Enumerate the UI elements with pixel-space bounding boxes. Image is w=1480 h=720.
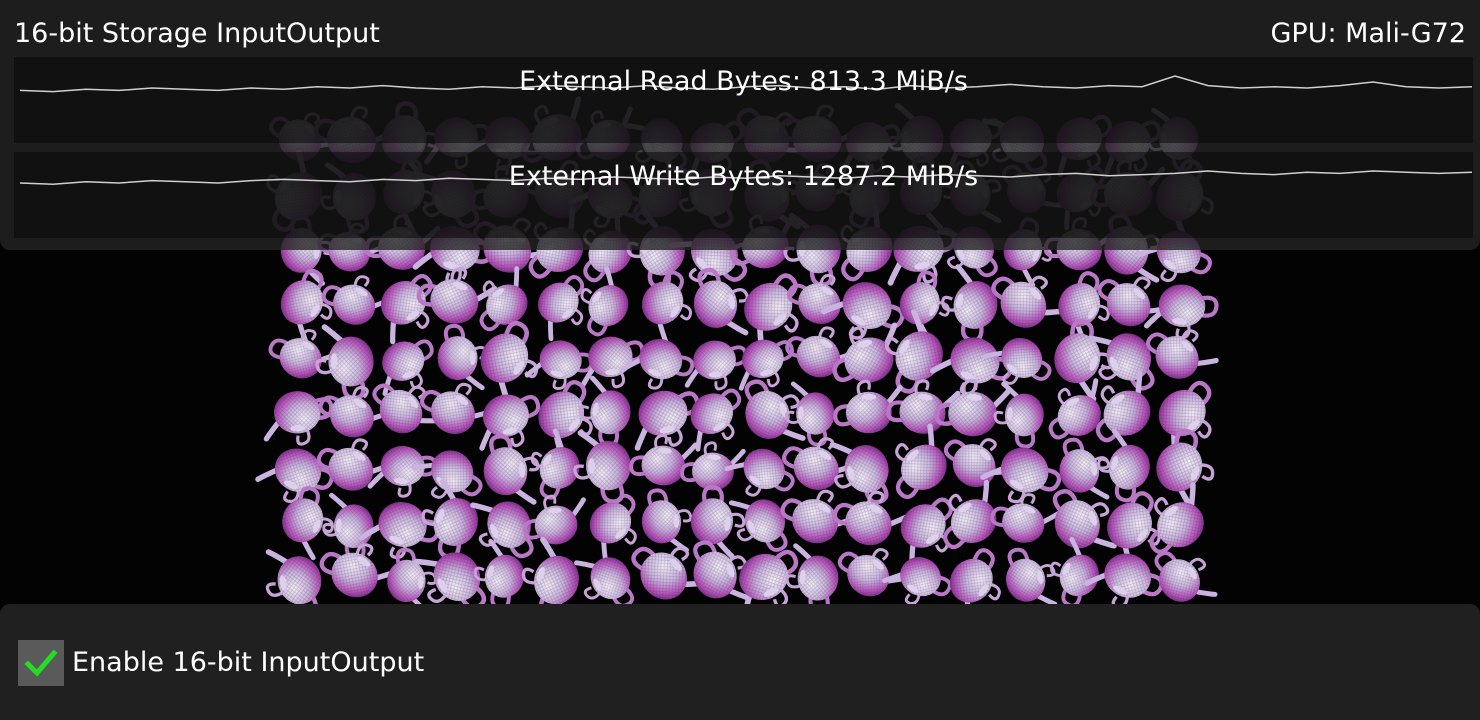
enable-16bit-label: Enable 16-bit InputOutput [72,647,425,678]
read-bytes-line [19,75,1473,93]
teapot-instance [1000,543,1061,613]
teapot-instance [640,489,692,552]
read-bytes-graph: External Read Bytes: 813.3 MiB/s [14,57,1473,143]
teapot-instance [360,492,444,569]
teapot-instance [876,421,962,506]
read-bytes-label: External Read Bytes: 813.3 MiB/s [519,66,968,97]
write-bytes-label: External Write Bytes: 1287.2 MiB/s [508,161,979,192]
enable-16bit-toggle[interactable]: Enable 16-bit InputOutput [18,640,424,686]
teapot-instance [992,383,1046,447]
teapot-instance [414,368,496,447]
teapot-instance [622,329,698,399]
teapot-instance [369,331,443,399]
gpu-label: GPU: Mali-G72 [1270,18,1467,49]
teapot-instance [322,495,375,559]
write-bytes-graph: External Write Bytes: 1287.2 MiB/s [14,152,1473,238]
checkbox[interactable] [18,640,64,686]
app-title: 16-bit Storage InputOutput [14,18,380,49]
teapot-instance [574,431,633,503]
teapot-instance [935,377,1010,440]
teapot-instance [437,325,488,388]
write-bytes-line [19,170,1473,185]
teapot-instance [481,434,540,505]
teapot-instance [1146,425,1225,511]
teapot-instance [265,390,333,445]
stats-panel: 16-bit Storage InputOutput GPU: Mali-G72… [0,0,1480,250]
checkmark-icon [24,649,58,677]
options-panel: Enable 16-bit InputOutput [0,604,1480,720]
teapot-instance [576,487,654,565]
